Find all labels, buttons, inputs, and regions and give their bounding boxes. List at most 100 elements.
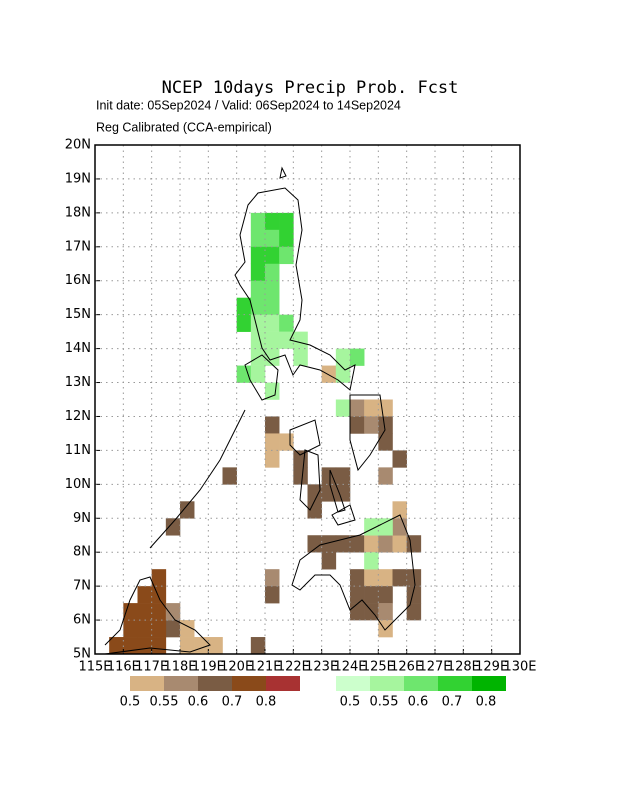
- legend-label: 0.7: [222, 695, 243, 710]
- prob-cell: [279, 229, 294, 248]
- y-tick-label: 12N: [65, 409, 91, 424]
- prob-cell: [293, 331, 308, 349]
- prob-cell: [335, 399, 351, 417]
- plot-frame: [94, 144, 521, 655]
- y-tick-label: 20N: [65, 138, 91, 153]
- prob-cell: [378, 399, 393, 417]
- prob-cell: [250, 365, 266, 383]
- cells: [109, 212, 422, 655]
- prob-cell: [137, 603, 152, 621]
- prob-cell: [350, 535, 365, 553]
- prob-cell: [265, 433, 280, 451]
- prob-cell: [279, 212, 294, 231]
- prob-cell: [279, 331, 294, 349]
- y-tick-label: 9N: [73, 511, 91, 526]
- prob-cell: [250, 212, 266, 231]
- prob-cell: [250, 263, 266, 282]
- chart-title: NCEP 10days Precip Prob. Fcst: [162, 78, 459, 98]
- x-tick-label: 121E: [248, 660, 281, 675]
- prob-cell: [137, 620, 152, 638]
- prob-cell: [265, 297, 280, 315]
- prob-cell: [364, 586, 379, 604]
- y-tick-label: 6N: [73, 613, 91, 628]
- y-tick-label: 10N: [65, 477, 91, 492]
- prob-cell: [335, 348, 351, 366]
- legend-swatch: [472, 676, 506, 691]
- prob-cell: [265, 280, 280, 298]
- prob-cell: [250, 297, 266, 315]
- prob-cell: [123, 603, 138, 621]
- prob-cell: [194, 637, 209, 655]
- prob-cell: [307, 484, 322, 502]
- y-tick-label: 16N: [65, 273, 91, 288]
- prob-cell: [109, 637, 124, 655]
- prob-cell: [335, 365, 351, 383]
- prob-cell: [151, 586, 167, 604]
- prob-cell: [392, 450, 407, 468]
- prob-cell: [378, 467, 393, 485]
- legend-swatch: [232, 676, 266, 691]
- x-tick-label: 129E: [475, 660, 508, 675]
- x-tick-label: 119E: [192, 660, 225, 675]
- y-tick-label: 15N: [65, 307, 91, 322]
- coastline: [104, 166, 416, 655]
- legend-swatch: [336, 676, 370, 691]
- legend-label: 0.6: [408, 695, 429, 710]
- prob-cell: [151, 603, 167, 621]
- x-tick-label: 115E: [78, 660, 111, 675]
- prob-cell: [137, 586, 152, 604]
- prob-cell: [265, 212, 280, 231]
- prob-cell: [137, 637, 152, 655]
- legend-label: 0.7: [442, 695, 463, 710]
- x-tick-label: 125E: [362, 660, 395, 675]
- prob-cell: [335, 484, 351, 502]
- prob-cell: [378, 518, 393, 536]
- prob-cell: [307, 535, 322, 553]
- x-tick-label: 122E: [277, 660, 310, 675]
- prob-cell: [265, 331, 280, 349]
- prob-cell: [279, 314, 294, 332]
- prob-cell: [378, 569, 393, 587]
- prob-cell: [265, 569, 280, 587]
- prob-cell: [236, 365, 252, 383]
- prob-cell: [406, 603, 422, 621]
- prob-cell: [250, 246, 266, 265]
- prob-cell: [378, 535, 393, 553]
- prob-cell: [392, 535, 407, 553]
- prob-cell: [364, 552, 379, 570]
- prob-cell: [265, 263, 280, 282]
- x-tick-label: 128E: [447, 660, 480, 675]
- x-tick-label: 124E: [333, 660, 366, 675]
- prob-cell: [321, 552, 337, 570]
- prob-cell: [250, 314, 266, 332]
- legend-label: 0.55: [370, 695, 399, 710]
- note: Reg Calibrated (CCA-empirical): [96, 120, 272, 134]
- prob-cell: [265, 450, 280, 468]
- legend-label: 0.6: [188, 695, 209, 710]
- y-tick-label: 5N: [73, 647, 91, 662]
- y-tick-label: 19N: [65, 171, 91, 186]
- prob-cell: [350, 416, 365, 434]
- legend-label: 0.5: [340, 695, 361, 710]
- prob-cell: [335, 535, 351, 553]
- prob-cell: [378, 603, 393, 621]
- prob-cell: [208, 637, 223, 655]
- prob-cell: [250, 331, 266, 349]
- prob-cell: [165, 603, 181, 621]
- prob-cell: [123, 620, 138, 638]
- prob-cell: [378, 416, 393, 434]
- legend-label: 0.8: [256, 695, 277, 710]
- prob-cell: [265, 416, 280, 434]
- prob-cell: [321, 467, 337, 485]
- y-tick-label: 11N: [65, 443, 91, 458]
- prob-cell: [293, 467, 308, 485]
- prob-cell: [151, 620, 167, 638]
- prob-cell: [222, 467, 237, 485]
- legend-swatch: [266, 676, 300, 691]
- legend-label: 0.8: [476, 695, 497, 710]
- prob-cell: [180, 637, 195, 655]
- prob-cell: [265, 229, 280, 248]
- legend-swatch: [164, 676, 198, 691]
- prob-cell: [378, 620, 393, 638]
